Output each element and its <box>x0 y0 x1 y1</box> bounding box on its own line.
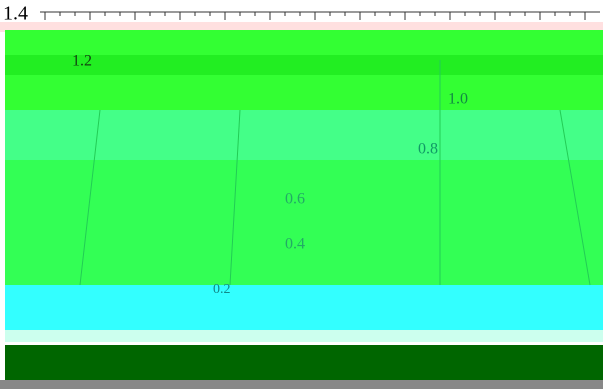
axis-label: 0.4 <box>285 236 305 253</box>
axis-label: 1.0 <box>448 91 468 108</box>
band-light-green <box>5 160 603 285</box>
axis-label: 0.2 <box>213 282 231 297</box>
band-pale <box>5 330 603 342</box>
band-dark-green <box>5 345 603 380</box>
band-grey <box>0 380 603 389</box>
band-green-dark <box>5 55 603 75</box>
page: 1.41.21.00.80.60.40.2 (() => { const dat… <box>0 0 603 389</box>
axis-label: 1.2 <box>72 53 92 70</box>
screen: 1.4 1.2 1.0 0.8 0.6 0.4 0.2 <box>0 0 603 389</box>
axis-label: 0.6 <box>285 191 305 208</box>
band-cyan <box>5 285 603 330</box>
axis-label: 0.8 <box>418 141 438 158</box>
axis-label: 1.4 <box>3 3 28 25</box>
